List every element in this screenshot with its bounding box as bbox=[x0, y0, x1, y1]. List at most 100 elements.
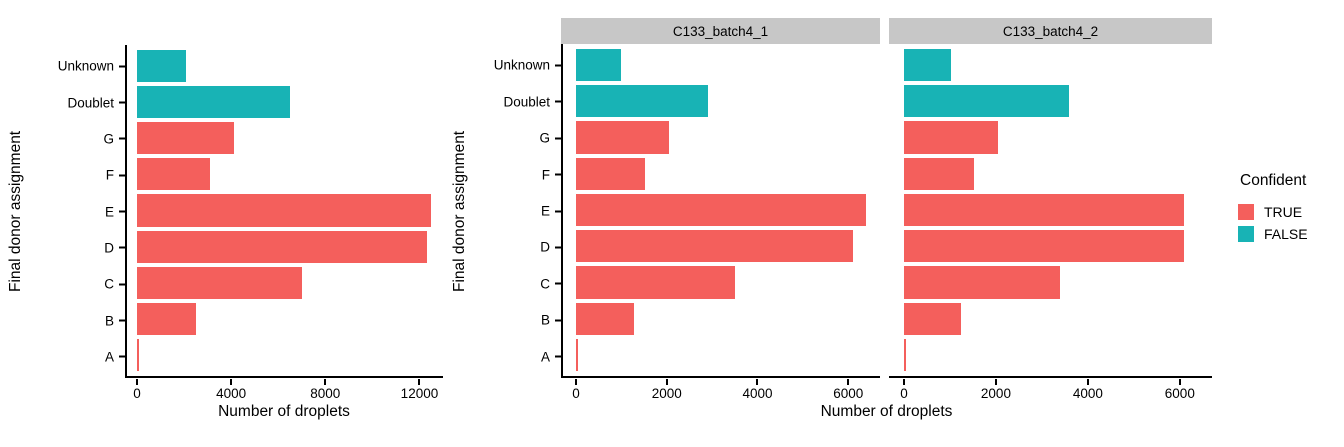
bar-row bbox=[137, 192, 443, 228]
y-tick-label: A bbox=[540, 349, 550, 365]
bar-c bbox=[576, 266, 735, 299]
bar-row bbox=[576, 228, 880, 264]
y-tick-label: E bbox=[104, 204, 114, 219]
y-tick-row: C bbox=[104, 277, 125, 292]
x-axis-title: Number of droplets bbox=[218, 403, 350, 420]
x-tick-label: 6000 bbox=[833, 386, 864, 401]
left-chart-panel: 0 4000 8000 12000 bbox=[125, 45, 443, 401]
bar-row bbox=[904, 119, 1212, 155]
y-tick-row: D bbox=[104, 240, 125, 255]
bar-row bbox=[137, 84, 443, 120]
bar-g bbox=[576, 121, 669, 154]
bar-g bbox=[137, 122, 234, 155]
legend-title: Confident bbox=[1240, 172, 1307, 189]
y-tick-label: D bbox=[540, 239, 550, 255]
bar-row bbox=[137, 301, 443, 337]
x-tick-label: 8000 bbox=[310, 386, 341, 401]
y-tick-label: G bbox=[103, 131, 114, 147]
y-tick-mark bbox=[119, 355, 125, 358]
facet-strip-batch4-1: C133_batch4_1 bbox=[561, 18, 880, 44]
bar-f bbox=[904, 157, 975, 190]
legend-item-false: FALSE bbox=[1238, 223, 1308, 245]
legend-items: TRUE FALSE bbox=[1238, 201, 1308, 245]
legend-swatch-false bbox=[1238, 226, 1254, 242]
y-tick-row: Unknown bbox=[494, 58, 561, 73]
x-tick-label: 4000 bbox=[742, 386, 773, 401]
legend-label: FALSE bbox=[1264, 226, 1308, 242]
y-tick-label: Doublet bbox=[503, 94, 550, 110]
bar-row bbox=[904, 192, 1212, 228]
x-tick bbox=[230, 379, 233, 385]
y-tick-row: C bbox=[540, 276, 561, 291]
bar-row bbox=[137, 48, 443, 84]
x-tick-label: 12000 bbox=[400, 386, 439, 401]
bar-row bbox=[904, 337, 1212, 373]
bar-f bbox=[137, 158, 210, 191]
bar-a bbox=[904, 338, 907, 371]
x-tick-label: 0 bbox=[572, 386, 580, 401]
bar-row bbox=[576, 47, 880, 83]
bar-row bbox=[137, 265, 443, 301]
bar-unknown bbox=[576, 49, 622, 82]
y-tick-label: G bbox=[539, 130, 550, 146]
x-tick-label: 2000 bbox=[980, 386, 1011, 401]
bar-row bbox=[576, 337, 880, 373]
y-tick-label: C bbox=[540, 276, 550, 292]
bar-row bbox=[576, 156, 880, 192]
x-tick bbox=[575, 379, 577, 385]
y-tick-mark bbox=[119, 246, 125, 249]
y-tick-row: E bbox=[105, 204, 125, 219]
bar-row bbox=[137, 120, 443, 156]
y-tick-label: A bbox=[104, 349, 114, 365]
bar-row bbox=[576, 301, 880, 337]
x-tick-label: 2000 bbox=[651, 386, 682, 401]
y-tick-label: B bbox=[104, 313, 114, 328]
bar-b bbox=[904, 302, 961, 335]
x-tick-label: 6000 bbox=[1164, 386, 1195, 401]
x-tick-label: 4000 bbox=[1072, 386, 1103, 401]
bar-row bbox=[904, 228, 1212, 264]
legend-label: TRUE bbox=[1264, 204, 1303, 220]
y-tick-row: B bbox=[541, 313, 561, 328]
bar-row bbox=[904, 47, 1212, 83]
bar-a bbox=[576, 338, 579, 371]
facet-strip-label: C133_batch4_2 bbox=[1002, 23, 1099, 39]
facet-plot-area-batch4-2: 0 2000 4000 6000 bbox=[900, 44, 1212, 401]
x-tick bbox=[903, 379, 905, 385]
x-tick bbox=[665, 379, 668, 385]
y-tick-row: Unknown bbox=[58, 59, 125, 74]
legend-swatch-true bbox=[1238, 204, 1254, 220]
bar-f bbox=[576, 157, 645, 190]
y-tick-mark bbox=[555, 210, 561, 212]
bar-row bbox=[137, 229, 443, 265]
y-tick-row: D bbox=[540, 240, 561, 255]
y-tick-row: A bbox=[105, 349, 125, 364]
facet-strip-batch4-2: C133_batch4_2 bbox=[889, 18, 1212, 44]
x-axis-title: Number of droplets bbox=[820, 403, 953, 420]
y-axis-tick-labels: Unknown Doublet G F E D C B A bbox=[420, 44, 561, 378]
y-tick-label: C bbox=[104, 276, 114, 292]
bar-row bbox=[576, 119, 880, 155]
bar-e bbox=[904, 193, 1185, 227]
x-tick-label: 0 bbox=[900, 386, 908, 401]
facet-panel-batch4-1: 0 2000 4000 6000 bbox=[561, 44, 880, 401]
x-tick-label: 4000 bbox=[216, 386, 247, 401]
y-tick-mark bbox=[119, 65, 125, 68]
bar-row bbox=[137, 337, 443, 373]
bar-e bbox=[576, 193, 867, 227]
y-tick-mark bbox=[119, 137, 125, 140]
facet-plot-area-batch4-1: 0 2000 4000 6000 bbox=[572, 44, 880, 401]
x-tick-label: 0 bbox=[133, 386, 141, 401]
y-tick-mark bbox=[555, 282, 561, 285]
y-tick-label: B bbox=[540, 312, 550, 328]
x-tick bbox=[1086, 379, 1089, 385]
bar-g bbox=[904, 121, 999, 154]
y-tick-label: F bbox=[105, 167, 114, 183]
bar-d bbox=[904, 230, 1185, 263]
bar-b bbox=[137, 302, 196, 335]
y-tick-row: E bbox=[541, 204, 561, 219]
legend: Confident TRUE FALSE bbox=[1238, 172, 1308, 245]
facet-panel-batch4-2: 0 2000 4000 6000 bbox=[889, 44, 1212, 401]
bar-row bbox=[576, 83, 880, 119]
